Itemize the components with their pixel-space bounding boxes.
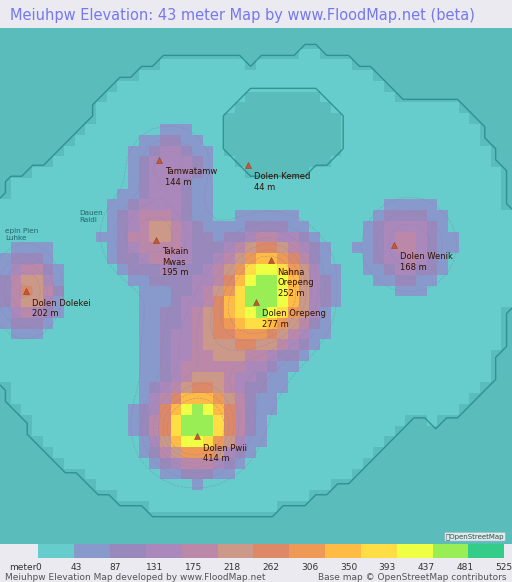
- Text: 218: 218: [223, 563, 241, 572]
- Bar: [146, 545, 182, 559]
- Bar: [433, 545, 468, 559]
- Text: Meiuhpw Elevation: 43 meter Map by www.FloodMap.net (beta): Meiuhpw Elevation: 43 meter Map by www.F…: [10, 8, 475, 23]
- Bar: [74, 545, 110, 559]
- Text: 525: 525: [496, 563, 512, 572]
- Text: 350: 350: [340, 563, 358, 572]
- Text: 175: 175: [185, 563, 202, 572]
- Text: Meiuhpw Elevation Map developed by www.FloodMap.net: Meiuhpw Elevation Map developed by www.F…: [5, 573, 266, 582]
- Text: 393: 393: [378, 563, 396, 572]
- Bar: [182, 545, 218, 559]
- Bar: [38, 545, 74, 559]
- Text: Tamwatamw
144 m: Tamwatamw 144 m: [165, 167, 217, 187]
- Text: Dolen Orepeng
277 m: Dolen Orepeng 277 m: [262, 309, 326, 329]
- Text: 87: 87: [110, 563, 121, 572]
- Bar: [361, 545, 397, 559]
- Text: 306: 306: [302, 563, 318, 572]
- Text: Dauen
Raidi: Dauen Raidi: [79, 210, 103, 223]
- Text: Nahna
Orepeng
252 m: Nahna Orepeng 252 m: [278, 268, 314, 298]
- Text: 262: 262: [263, 563, 280, 572]
- Text: ⌕OpenStreetMap: ⌕OpenStreetMap: [446, 534, 504, 540]
- Bar: [468, 545, 504, 559]
- Text: 131: 131: [146, 563, 163, 572]
- Bar: [253, 545, 289, 559]
- Bar: [289, 545, 325, 559]
- Bar: [325, 545, 361, 559]
- Text: 0: 0: [35, 563, 41, 572]
- Text: Takain
Mwas
195 m: Takain Mwas 195 m: [162, 247, 189, 277]
- Text: Dolen Pwii
414 m: Dolen Pwii 414 m: [203, 443, 247, 463]
- Bar: [397, 545, 433, 559]
- Text: 43: 43: [71, 563, 82, 572]
- Text: 437: 437: [418, 563, 435, 572]
- Text: meter: meter: [10, 563, 37, 572]
- Text: Dolen Dolekei
202 m: Dolen Dolekei 202 m: [32, 299, 91, 318]
- Text: Base map © OpenStreetMap contributors: Base map © OpenStreetMap contributors: [318, 573, 507, 582]
- Text: 481: 481: [457, 563, 474, 572]
- Bar: [218, 545, 253, 559]
- Text: Dolen Wenik
168 m: Dolen Wenik 168 m: [400, 253, 453, 272]
- Text: epin Plen
Luhke: epin Plen Luhke: [5, 228, 38, 241]
- Text: Dolen Kemed
44 m: Dolen Kemed 44 m: [254, 172, 311, 192]
- Bar: [110, 545, 146, 559]
